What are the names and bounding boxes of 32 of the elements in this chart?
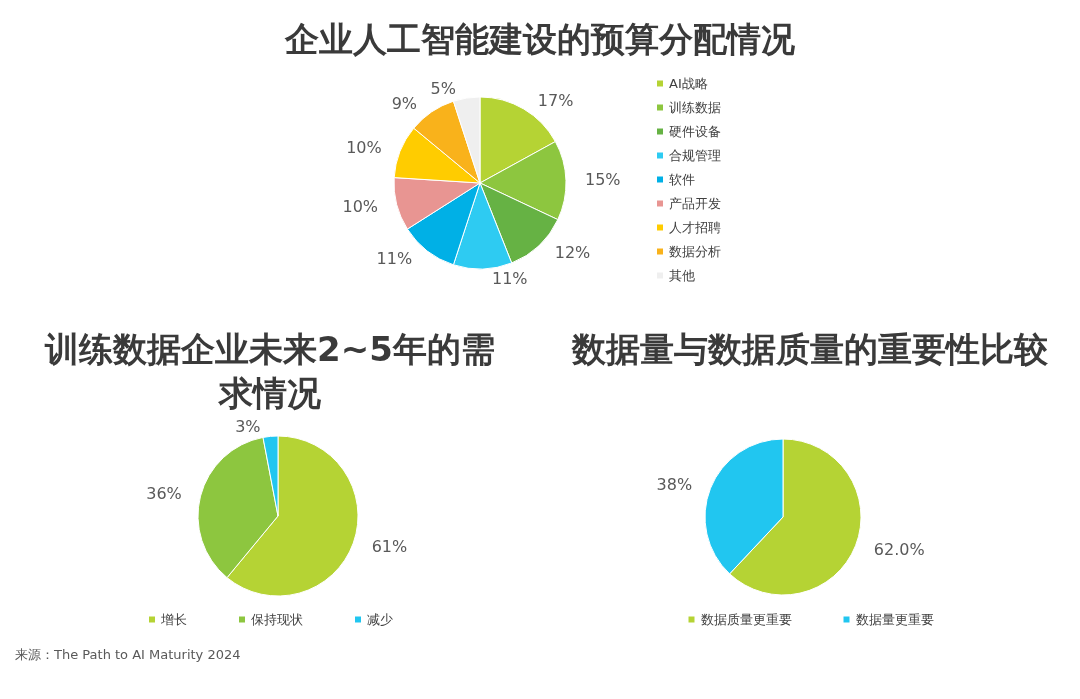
legend-label: 人才招聘 xyxy=(669,220,721,235)
data-label: 11% xyxy=(492,269,528,289)
legend-label: 其他 xyxy=(669,268,695,283)
legend-label: 数据量更重要 xyxy=(855,612,934,627)
data-label: 10% xyxy=(346,138,382,158)
data-label: 9% xyxy=(391,94,418,114)
data-label: 61% xyxy=(371,536,408,556)
data-label: 36% xyxy=(146,484,182,504)
legend-label: 软件 xyxy=(669,172,695,187)
legend-label: 保持现状 xyxy=(251,612,303,627)
chart-title: 企业人工智能建设的预算分配情况 xyxy=(284,19,796,59)
legend-label: 增长 xyxy=(160,612,187,627)
data-label: 3% xyxy=(235,416,261,436)
data-label: 12% xyxy=(554,243,591,263)
data-label: 15% xyxy=(584,170,621,190)
legend-label: 减少 xyxy=(367,612,393,627)
legend-label: 数据质量更重要 xyxy=(700,612,792,627)
data-label: 38% xyxy=(656,475,693,495)
chart-title: 训练数据企业未来2~5年的需求情况 xyxy=(44,329,495,413)
data-label: 17% xyxy=(537,90,574,110)
legend-label: 数据分析 xyxy=(669,244,721,259)
legend-label: AI战略 xyxy=(669,76,708,91)
legend-label: 合规管理 xyxy=(669,148,721,163)
chart-title: 数据量与数据质量的重要性比较 xyxy=(571,329,1049,369)
data-label: 11% xyxy=(376,249,413,269)
data-label: 62.0% xyxy=(873,539,925,559)
legend-label: 硬件设备 xyxy=(669,124,721,139)
source-note: 来源：The Path to AI Maturity 2024 xyxy=(15,647,241,662)
legend-label: 训练数据 xyxy=(669,100,721,115)
legend-label: 产品开发 xyxy=(669,196,721,211)
data-label: 10% xyxy=(342,197,379,217)
data-label: 5% xyxy=(430,78,456,98)
